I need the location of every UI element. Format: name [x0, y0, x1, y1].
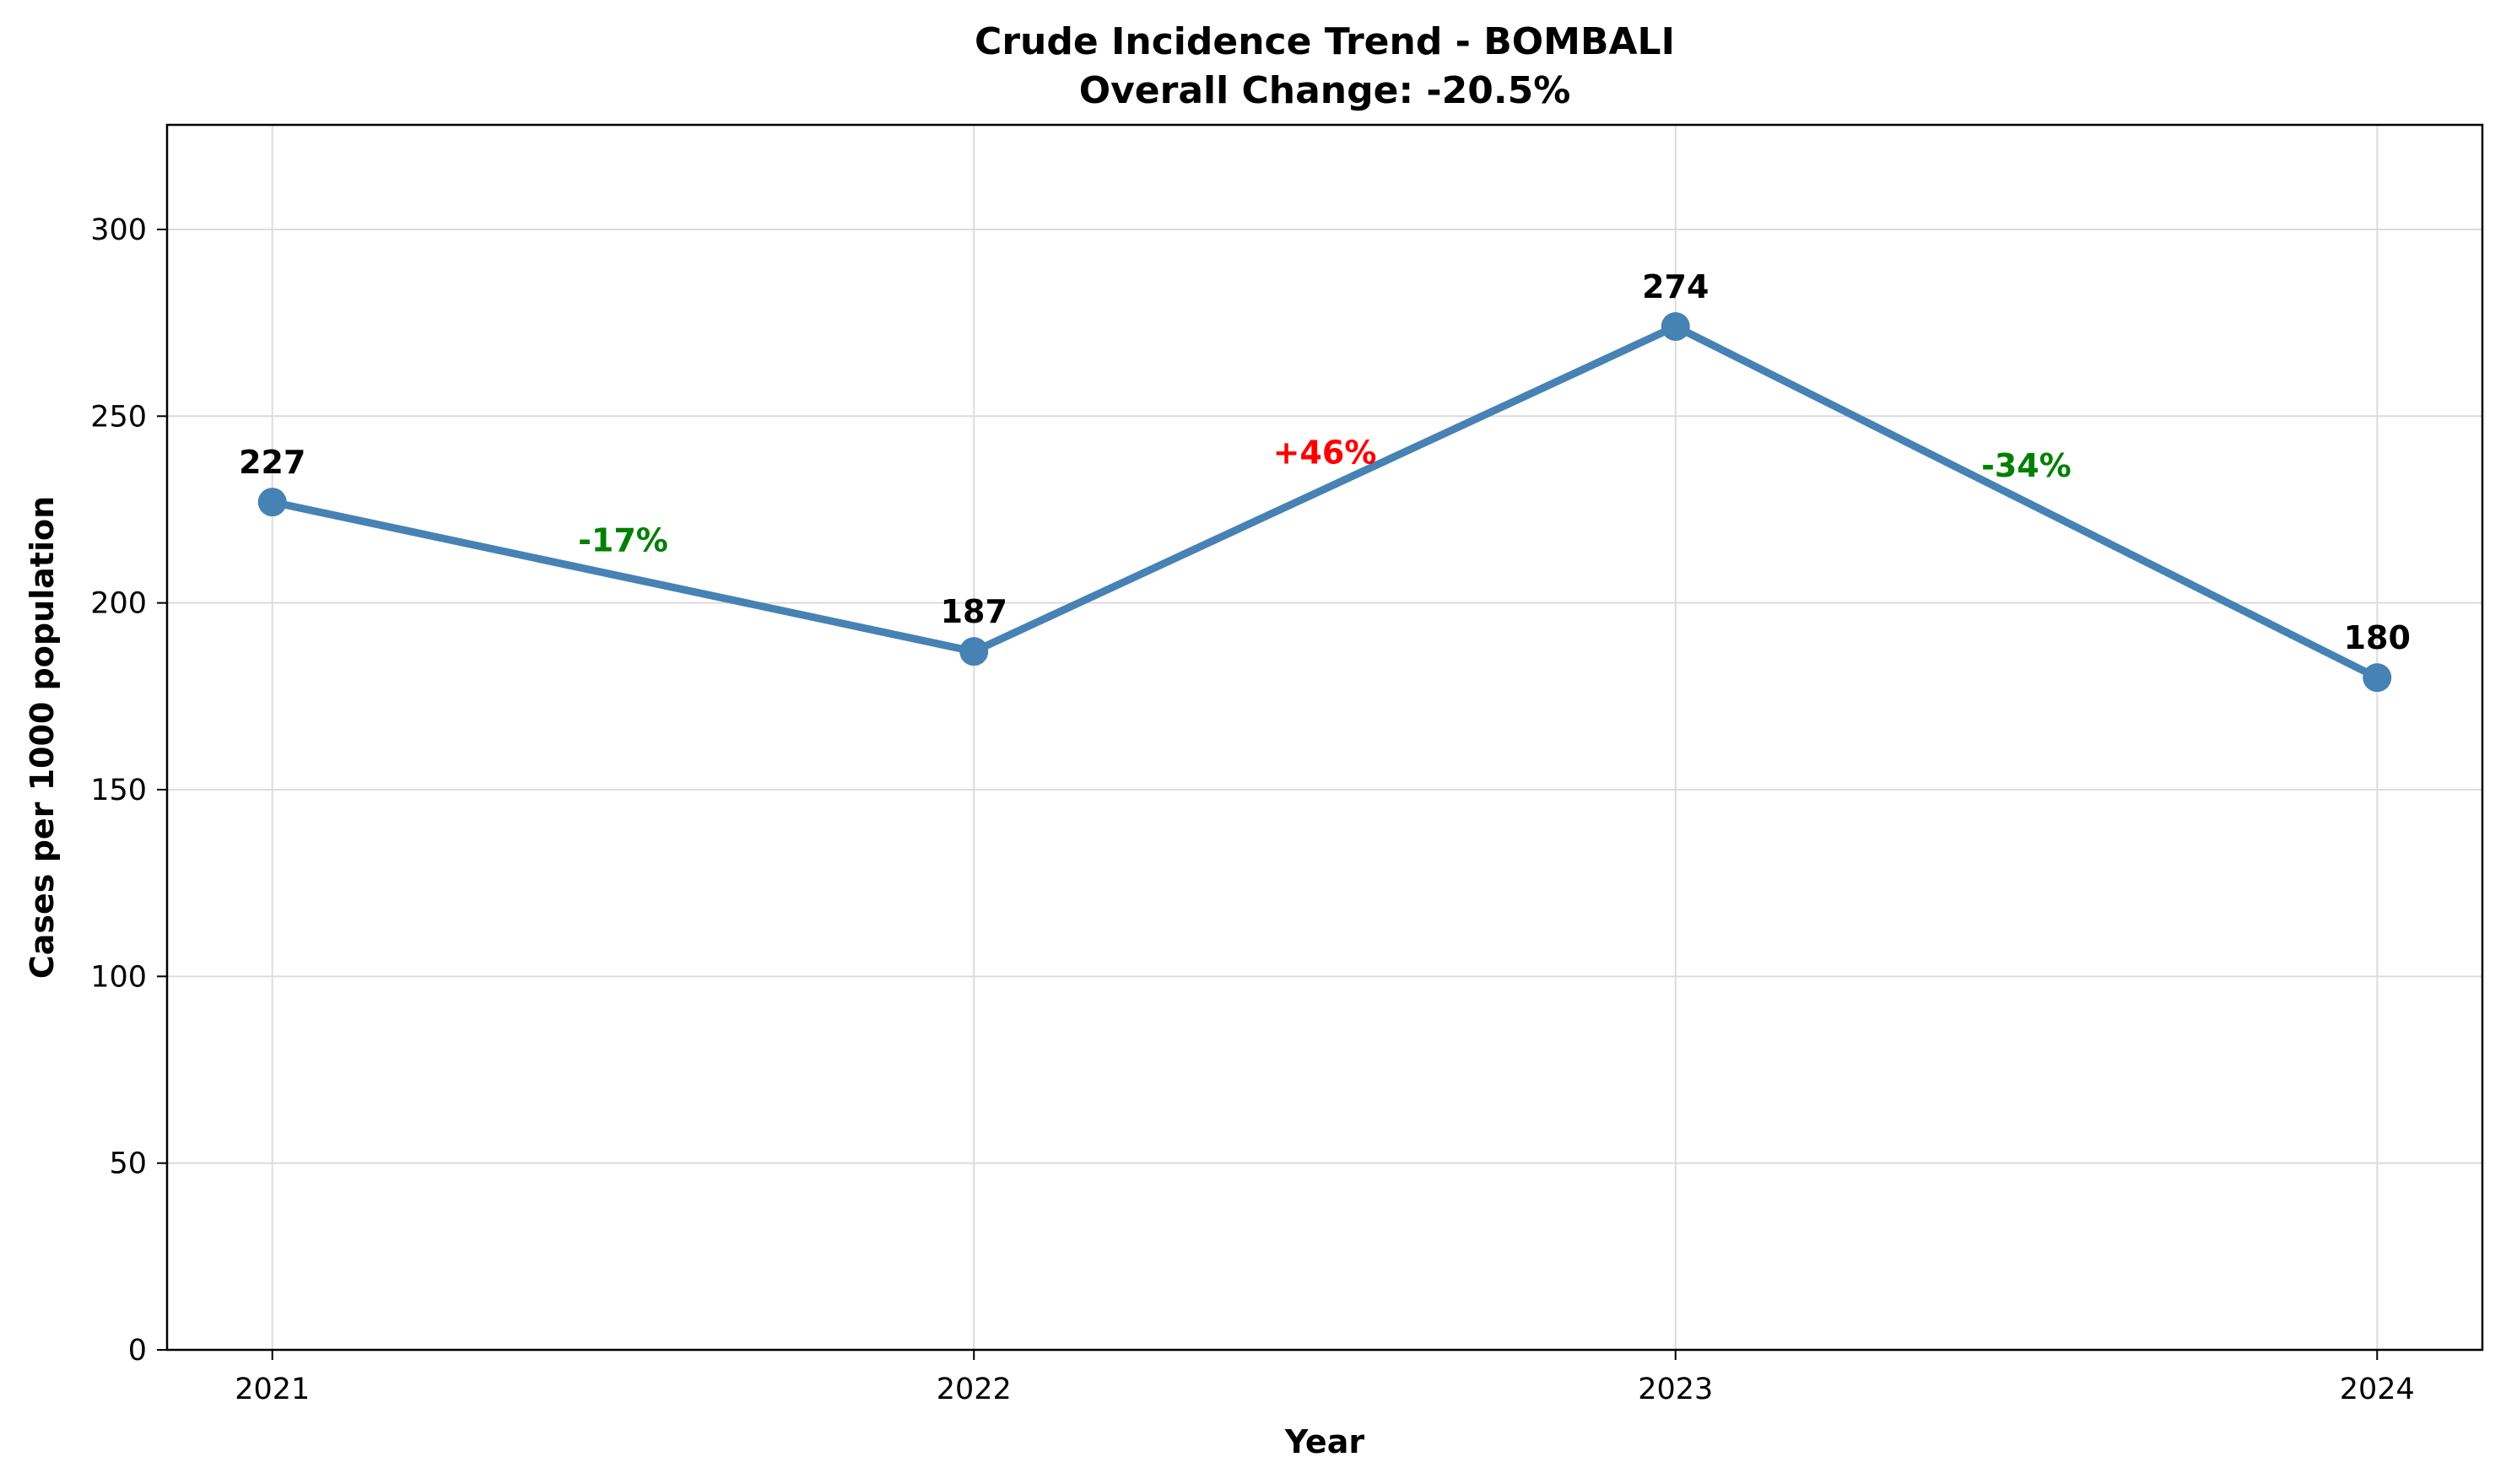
series — [257, 312, 2392, 693]
grid — [167, 125, 2482, 1351]
y-tick-label: 250 — [90, 400, 147, 434]
y-tick-label: 100 — [90, 960, 147, 994]
change-annotation: +46% — [1273, 434, 1377, 472]
series-line — [268, 322, 2381, 682]
data-label: 227 — [239, 444, 305, 481]
y-tick-label: 150 — [90, 774, 147, 807]
y-tick-label: 300 — [90, 213, 147, 247]
data-point — [959, 637, 989, 666]
chart-title: Crude Incidence Trend - BOMBALI — [975, 20, 1675, 63]
y-axis-label: Cases per 1000 population — [24, 496, 61, 979]
data-labels: 227 187 274 180 -17% +46% -34% — [239, 268, 2411, 656]
data-label: 180 — [2344, 619, 2411, 656]
x-tick-label: 2022 — [937, 1373, 1012, 1406]
x-tick-label: 2024 — [2340, 1373, 2415, 1406]
axis-ticks: 0 50 100 150 200 250 300 2021 2022 2023 2024 — [90, 213, 2415, 1406]
y-tick-label: 50 — [109, 1147, 147, 1181]
change-annotation: -34% — [1981, 447, 2071, 484]
y-tick-label: 0 — [128, 1334, 147, 1368]
data-point — [257, 488, 287, 517]
data-label: 187 — [941, 593, 1007, 630]
y-tick-label: 200 — [90, 587, 147, 621]
data-point — [1661, 312, 1690, 342]
data-label: 274 — [1642, 268, 1709, 305]
x-axis-label: Year — [1284, 1423, 1364, 1460]
chart-subtitle: Overall Change: -20.5% — [1079, 69, 1571, 112]
x-tick-label: 2021 — [235, 1373, 310, 1406]
data-point — [2363, 663, 2392, 693]
plot-frame — [165, 123, 2484, 1352]
change-annotation: -17% — [578, 522, 668, 559]
x-tick-label: 2023 — [1638, 1373, 1713, 1406]
